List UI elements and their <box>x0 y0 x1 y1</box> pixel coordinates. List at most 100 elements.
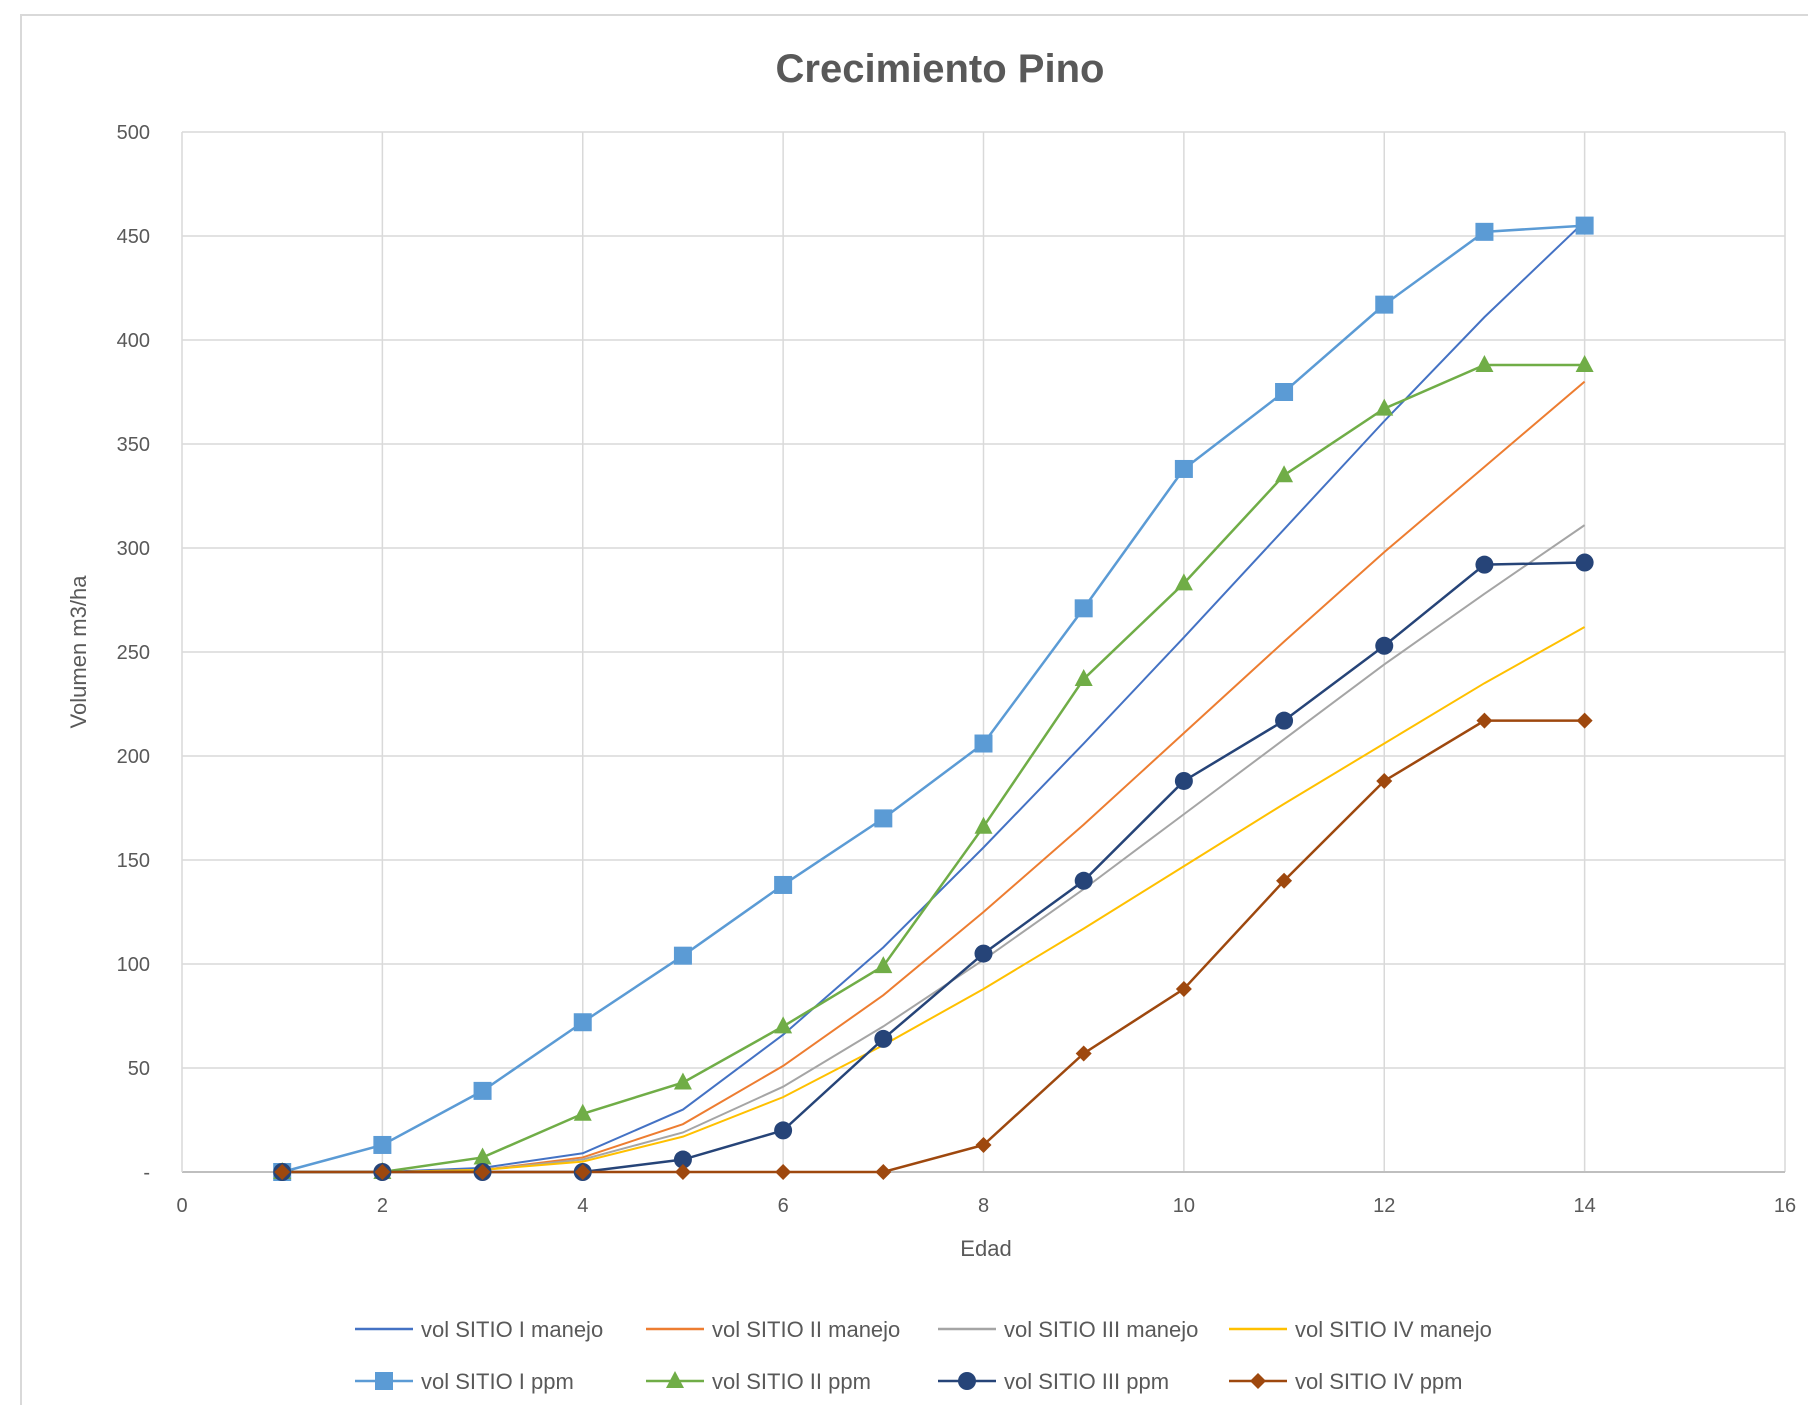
data-point-vol-sitio-iv-ppm <box>1576 712 1593 729</box>
y-tick-label: 100 <box>117 954 150 976</box>
legend-label: vol SITIO IV ppm <box>1295 1369 1463 1394</box>
x-tick-label: 12 <box>1373 1195 1395 1217</box>
data-point-vol-sitio-ii-ppm <box>1575 354 1594 372</box>
x-tick-label: 2 <box>377 1195 388 1217</box>
x-tick-label: 8 <box>978 1195 989 1217</box>
legend-marker <box>666 1371 684 1388</box>
x-tick-label: 14 <box>1574 1195 1596 1217</box>
data-point-vol-sitio-iv-ppm <box>574 1164 591 1180</box>
x-tick-label: 6 <box>778 1195 789 1217</box>
data-point-vol-sitio-ii-ppm <box>673 1072 692 1090</box>
legend-marker <box>958 1372 976 1390</box>
data-point-vol-sitio-i-ppm <box>673 946 692 965</box>
series-markers <box>273 216 1594 1181</box>
legend-item-vol-sitio-iii-ppm: vol SITIO III ppm <box>938 1369 1169 1394</box>
data-point-vol-sitio-i-ppm <box>1074 599 1093 618</box>
data-point-vol-sitio-ii-ppm <box>1074 669 1093 687</box>
data-point-vol-sitio-i-ppm <box>1575 216 1594 235</box>
data-point-vol-sitio-ii-ppm <box>1375 398 1394 416</box>
data-point-vol-sitio-iv-ppm <box>374 1164 391 1180</box>
data-point-vol-sitio-iv-ppm <box>1476 712 1493 729</box>
data-point-vol-sitio-iv-ppm <box>1075 1045 1092 1062</box>
data-point-vol-sitio-i-ppm <box>373 1135 392 1154</box>
x-tick-label: 4 <box>577 1195 588 1217</box>
data-point-vol-sitio-iv-ppm <box>674 1164 691 1180</box>
series-line-vol-sitio-i-ppm <box>281 224 1585 1174</box>
data-point-vol-sitio-i-ppm <box>1475 222 1494 241</box>
series-line-vol-sitio-ii-ppm <box>282 363 1585 1174</box>
data-point-vol-sitio-iii-ppm <box>874 1029 893 1048</box>
y-tick-label: 500 <box>117 122 150 144</box>
legend-marker <box>1250 1373 1266 1389</box>
data-point-vol-sitio-iv-ppm <box>274 1164 291 1180</box>
legend-item-vol-sitio-iv-ppm: vol SITIO IV ppm <box>1229 1369 1463 1394</box>
legend-item-vol-sitio-iii-manejo: vol SITIO III manejo <box>938 1317 1198 1342</box>
legend-marker <box>375 1372 393 1390</box>
data-point-vol-sitio-i-ppm <box>774 875 793 894</box>
series-line-vol-sitio-iii-ppm <box>282 561 1585 1174</box>
data-point-vol-sitio-iii-ppm <box>974 944 993 963</box>
data-point-vol-sitio-iii-ppm <box>673 1150 692 1169</box>
series-line-vol-sitio-iii-manejo <box>282 524 1586 1173</box>
x-axis-label: Edad <box>960 1236 1011 1261</box>
y-tick-label: 300 <box>117 538 150 560</box>
axes: - 50 100 150 200 250 300 350 400 450 500 0 2 4 6 8 10 12 1… <box>117 122 1797 1217</box>
x-tick-label: 16 <box>1774 1195 1796 1217</box>
series-line-vol-sitio-i-manejo <box>282 220 1586 1173</box>
legend-label: vol SITIO IV manejo <box>1295 1317 1492 1342</box>
y-tick-label: 200 <box>117 746 150 768</box>
y-tick-label: 400 <box>117 330 150 352</box>
data-point-vol-sitio-iv-ppm <box>1175 980 1192 997</box>
data-point-vol-sitio-iv-ppm <box>1276 872 1293 889</box>
legend-label: vol SITIO II ppm <box>712 1369 871 1394</box>
data-point-vol-sitio-ii-ppm <box>1174 573 1193 591</box>
y-tick-label: - <box>143 1162 150 1184</box>
data-point-vol-sitio-ii-ppm <box>1475 354 1494 372</box>
chart-title: Crecimiento Pino <box>776 47 1105 91</box>
data-point-vol-sitio-iv-ppm <box>474 1164 491 1180</box>
chart-frame <box>20 14 1808 1405</box>
legend-item-vol-sitio-i-ppm: vol SITIO I ppm <box>355 1369 574 1394</box>
data-point-vol-sitio-iii-ppm <box>774 1121 793 1140</box>
x-tick-label: 10 <box>1173 1195 1195 1217</box>
data-point-vol-sitio-iii-ppm <box>1074 871 1093 890</box>
series-lines <box>281 220 1586 1174</box>
y-tick-label: 350 <box>117 434 150 456</box>
y-tick-label: 250 <box>117 642 150 664</box>
data-point-vol-sitio-ii-ppm <box>573 1103 592 1121</box>
data-point-vol-sitio-i-ppm <box>1375 295 1394 314</box>
data-point-vol-sitio-iii-ppm <box>1174 771 1193 790</box>
grid <box>182 131 1786 1172</box>
legend-label: vol SITIO II manejo <box>712 1317 900 1342</box>
y-axis-label: Volumen m3/ha <box>66 575 91 729</box>
legend-label: vol SITIO I ppm <box>421 1369 574 1394</box>
series-line-vol-sitio-iv-manejo <box>282 626 1586 1173</box>
data-point-vol-sitio-i-ppm <box>573 1013 592 1032</box>
data-point-vol-sitio-iii-ppm <box>1375 636 1394 655</box>
legend: vol SITIO I manejo vol SITIO II manejo vol… <box>355 1317 1492 1394</box>
legend-item-vol-sitio-ii-ppm: vol SITIO II ppm <box>646 1369 871 1394</box>
data-point-vol-sitio-i-ppm <box>1174 459 1193 478</box>
data-point-vol-sitio-iv-ppm <box>775 1164 792 1180</box>
y-tick-label: 150 <box>117 850 150 872</box>
legend-item-vol-sitio-iv-manejo: vol SITIO IV manejo <box>1229 1317 1492 1342</box>
legend-label: vol SITIO III manejo <box>1004 1317 1198 1342</box>
data-point-vol-sitio-iv-ppm <box>975 1136 992 1153</box>
data-point-vol-sitio-i-ppm <box>1275 383 1294 401</box>
data-point-vol-sitio-ii-ppm <box>974 816 993 834</box>
x-tick-label: 0 <box>176 1195 187 1217</box>
series-line-vol-sitio-iv-ppm <box>282 719 1585 1174</box>
data-point-vol-sitio-ii-ppm <box>1275 465 1294 483</box>
data-point-vol-sitio-iii-ppm <box>1275 711 1294 730</box>
data-point-vol-sitio-iii-ppm <box>1475 555 1494 574</box>
legend-label: vol SITIO I manejo <box>421 1317 603 1342</box>
data-point-vol-sitio-ii-ppm <box>874 956 893 974</box>
data-point-vol-sitio-i-ppm <box>974 734 993 753</box>
data-point-vol-sitio-i-ppm <box>473 1081 492 1100</box>
data-point-vol-sitio-iv-ppm <box>875 1164 892 1180</box>
data-point-vol-sitio-ii-ppm <box>473 1147 492 1165</box>
data-point-vol-sitio-iii-ppm <box>1575 553 1594 572</box>
y-tick-label: 50 <box>128 1058 150 1080</box>
legend-label: vol SITIO III ppm <box>1004 1369 1169 1394</box>
